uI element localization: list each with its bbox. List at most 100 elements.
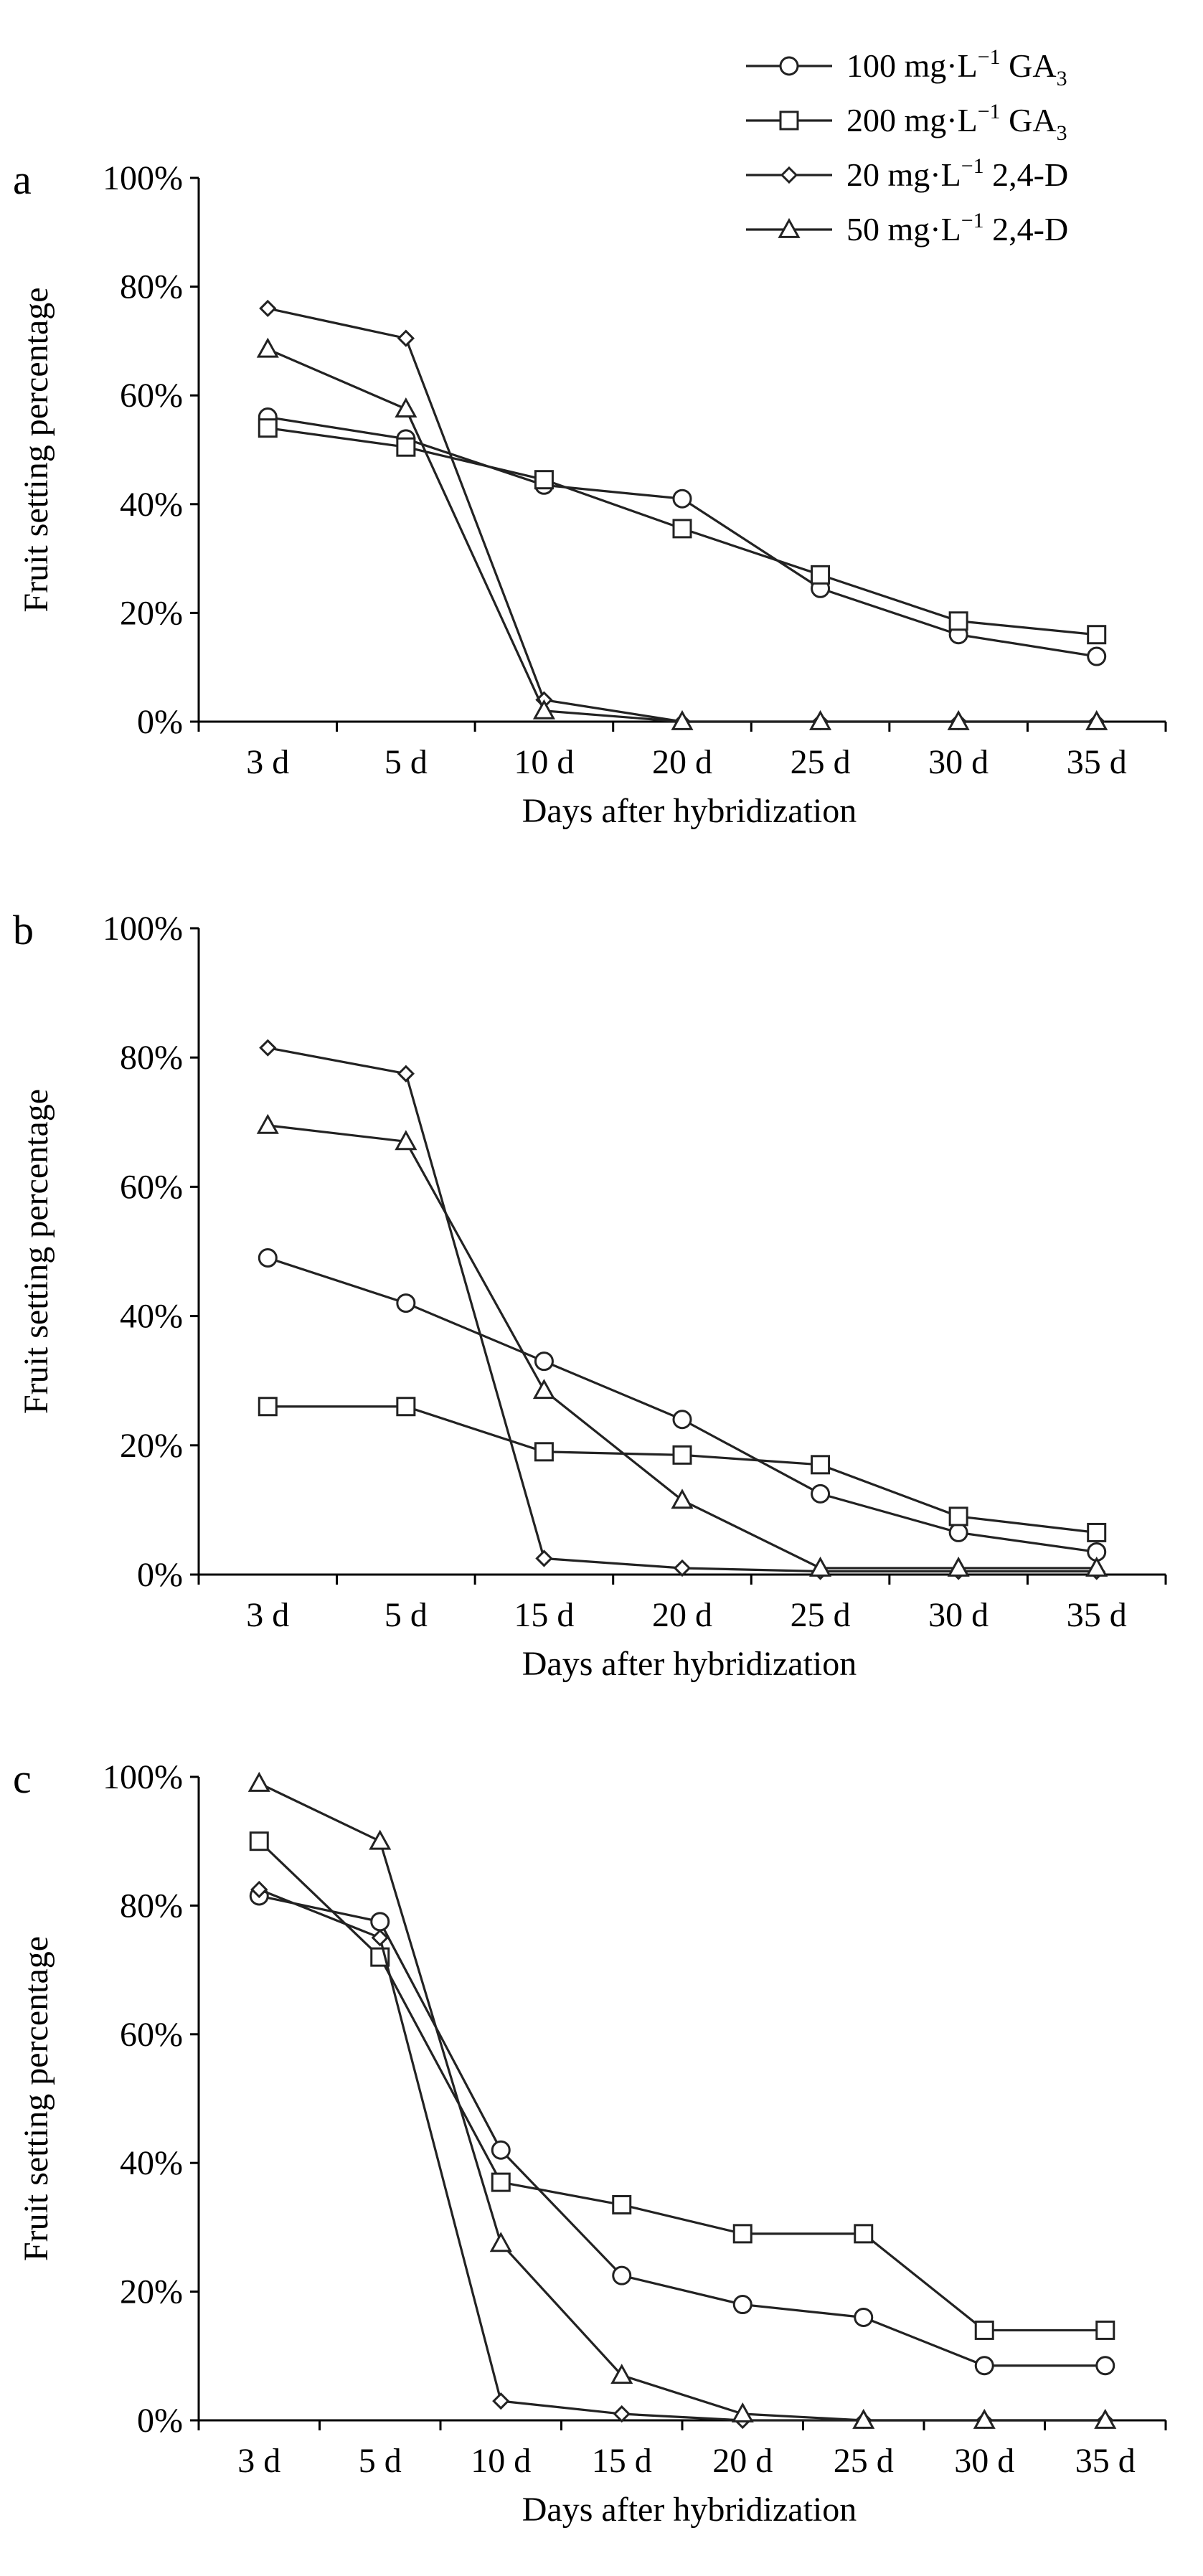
x-axis-title: Days after hybridization: [522, 2491, 857, 2529]
data-point-triangle: [369, 1829, 392, 1850]
data-point-triangle: [395, 1130, 417, 1151]
series-square: [249, 1831, 1115, 2340]
data-point-diamond: [673, 1559, 692, 1577]
data-point-circle: [811, 1483, 831, 1504]
y-tick-label: 80%: [120, 1039, 183, 1077]
data-point-diamond: [613, 2405, 631, 2423]
data-point-triangle: [852, 2408, 875, 2429]
y-tick-label: 40%: [120, 2144, 183, 2182]
legend-marker-square: [779, 110, 799, 131]
data-point-circle: [1095, 2356, 1115, 2376]
data-point-circle: [672, 1410, 692, 1430]
data-point-circle: [370, 1912, 390, 1932]
y-tick-label: 20%: [120, 1427, 183, 1465]
y-tick-label: 20%: [120, 2273, 183, 2311]
legend-item-circle: 100 mg·L−1 GA3: [746, 45, 1067, 90]
x-tick-label: 15 d: [514, 1596, 574, 1634]
data-point-triangle: [532, 1379, 555, 1400]
data-point-square: [534, 1442, 554, 1462]
data-point-diamond: [397, 329, 415, 347]
x-tick-label: 35 d: [1067, 1596, 1127, 1634]
legend-label: 20 mg·L−1 2,4-D: [846, 154, 1068, 193]
data-point-square: [258, 418, 278, 438]
data-point-square: [948, 1506, 968, 1527]
data-point-diamond: [259, 299, 277, 318]
legend-item-triangle: 50 mg·L−1 2,4-D: [746, 209, 1068, 247]
series-line-circle: [258, 1895, 1105, 2367]
data-point-square: [1087, 1522, 1107, 1542]
data-point-triangle: [489, 2232, 512, 2252]
data-point-square: [612, 2195, 632, 2215]
data-point-circle: [612, 2265, 632, 2285]
chart-panel-b: b 0% 20% 40% 60% 80% 100% 3 d 5 d 15 d 20 d 25 d 30 …: [13, 907, 1167, 1683]
x-tick-label: 25 d: [791, 743, 851, 781]
data-point-triangle: [1085, 709, 1108, 730]
data-point-diamond: [371, 1929, 389, 1947]
data-point-triangle: [731, 2402, 754, 2422]
data-point-square: [811, 1455, 831, 1475]
data-point-triangle: [973, 2408, 996, 2429]
y-tick-label: 80%: [120, 1887, 183, 1925]
legend: 100 mg·L−1 GA3 200 mg·L−1 GA3 20 mg·L−1 2,…: [746, 45, 1068, 247]
data-point-square: [1087, 625, 1107, 645]
legend-label: 200 mg·L−1 GA3: [846, 100, 1067, 145]
chart-panel-a: a 0% 20% 40% 60% 80% 100% 3 d 5 d 10 d 20 d 25 d 30 …: [13, 156, 1167, 830]
data-point-circle: [672, 489, 692, 509]
x-tick-label: 10 d: [471, 2442, 531, 2480]
x-tick-label: 10 d: [514, 743, 574, 781]
x-tick-label: 3 d: [246, 1596, 289, 1634]
data-point-square: [534, 470, 554, 490]
x-tick-label: 30 d: [954, 2442, 1014, 2480]
data-point-circle: [1087, 646, 1107, 666]
data-point-circle: [854, 2307, 874, 2327]
series-triangle: [256, 337, 1108, 730]
data-point-diamond: [492, 2392, 510, 2410]
x-tick-label: 5 d: [385, 743, 428, 781]
legend-marker-circle: [779, 56, 799, 76]
chart-panel-c: c 0% 20% 40% 60% 80% 100% 3 d 5 d 10 d 15 d 20 d 25 …: [13, 1755, 1167, 2529]
legend-label: 50 mg·L−1 2,4-D: [846, 209, 1068, 247]
y-axis-title: Fruit setting percentage: [17, 287, 55, 612]
data-point-triangle: [671, 709, 694, 730]
y-tick-label: 100%: [103, 1758, 183, 1796]
data-point-square: [672, 1445, 692, 1465]
y-axis-title: Fruit setting percentage: [17, 1089, 55, 1414]
y-tick-label: 60%: [120, 2016, 183, 2054]
legend-marker-diamond: [780, 166, 798, 184]
data-point-triangle: [1094, 2408, 1117, 2429]
series-triangle: [247, 1771, 1117, 2429]
x-tick-label: 35 d: [1067, 743, 1127, 781]
panel-letter-b: b: [13, 907, 34, 953]
x-tick-label: 20 d: [652, 1596, 712, 1634]
data-point-triangle: [947, 1556, 970, 1577]
legend-marker-triangle: [778, 217, 801, 238]
data-point-triangle: [395, 397, 417, 418]
x-tick-label: 5 d: [385, 1596, 428, 1634]
data-point-square: [732, 2224, 753, 2244]
y-tick-label: 80%: [120, 268, 183, 306]
x-tick-label: 25 d: [791, 1596, 851, 1634]
data-point-circle: [396, 1293, 416, 1313]
legend-item-diamond: 20 mg·L−1 2,4-D: [746, 154, 1068, 193]
x-tick-label: 5 d: [359, 2442, 402, 2480]
y-tick-label: 0%: [137, 1556, 183, 1594]
data-point-square: [854, 2224, 874, 2244]
data-point-triangle: [256, 337, 279, 358]
x-tick-label: 30 d: [928, 1596, 989, 1634]
data-point-triangle: [809, 709, 832, 730]
y-tick-label: 40%: [120, 486, 183, 524]
legend-label: 100 mg·L−1 GA3: [846, 45, 1067, 90]
data-point-square: [258, 1397, 278, 1417]
data-point-square: [948, 611, 968, 631]
y-tick-label: 20%: [120, 594, 183, 632]
panels: a 0% 20% 40% 60% 80% 100% 3 d 5 d 10 d 20 d 25 d 30 …: [13, 156, 1167, 2529]
data-point-triangle: [947, 709, 970, 730]
y-tick-label: 100%: [103, 159, 183, 197]
data-point-triangle: [671, 1488, 694, 1509]
data-point-triangle: [1085, 1556, 1108, 1577]
series-line-square: [258, 1840, 1105, 2332]
x-axis-title: Days after hybridization: [522, 792, 857, 830]
data-point-diamond: [397, 1065, 415, 1082]
x-tick-label: 25 d: [834, 2442, 894, 2480]
